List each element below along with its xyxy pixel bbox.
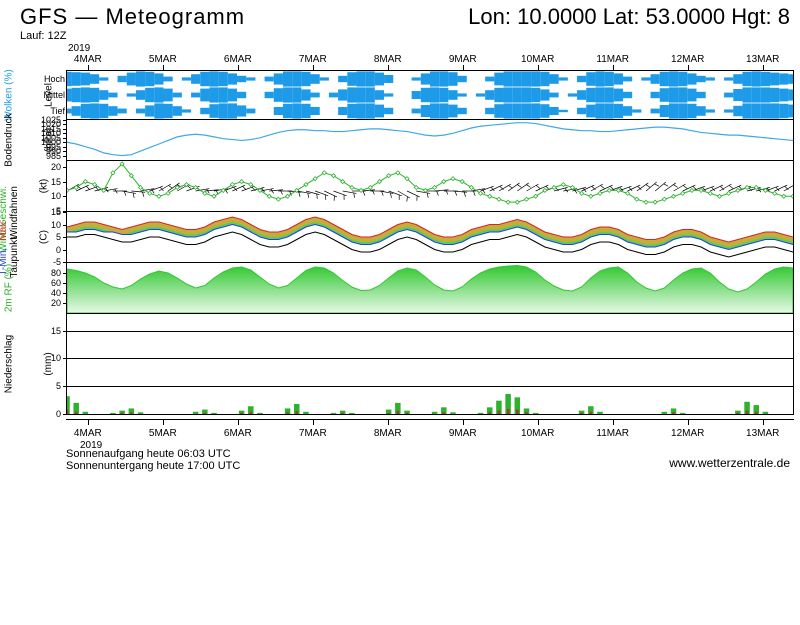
model: GFS (20, 4, 68, 29)
unit-wind: (kt) (39, 179, 50, 193)
panel-rh: 2m RF (%) 20406080 (66, 263, 794, 314)
location: Lon: 10.0000 Lat: 53.0000 Hgt: 8 (468, 4, 790, 30)
panel-precip: Niederschlag (mm) 051015 (66, 314, 794, 415)
xaxis-top: 2019 4MAR5MAR6MAR7MAR8MAR9MAR10MAR11MAR1… (66, 44, 794, 71)
panels: 2019 4MAR5MAR6MAR7MAR8MAR9MAR10MAR11MAR1… (66, 44, 794, 415)
panel-clouds: Wolken (%) Level HochMittelTief (66, 71, 794, 120)
credit: www.wetterzentrale.de (669, 456, 790, 470)
panel-temp: T-Min, MaxTaupunkt (C) -5051015 (66, 212, 794, 263)
unit-temp: (C) (38, 230, 49, 244)
panel-pressure: Bodendruck (hPa) 98599099510001005101010… (66, 120, 794, 161)
footer: 4MAR5MAR6MAR7MAR8MAR9MAR10MAR11MAR12MAR1… (66, 415, 794, 472)
panel-wind: Wind Geschwi.Windfahnen (kt) 5101520 (66, 161, 794, 212)
year-label-bot: 2019 (80, 440, 102, 451)
product: Meteogramm (105, 4, 245, 29)
run-line: Lauf: 12Z (0, 30, 800, 44)
xaxis-bottom: 4MAR5MAR6MAR7MAR8MAR9MAR10MAR11MAR12MAR1… (66, 419, 794, 448)
title: GFS — Meteogramm (20, 4, 245, 30)
dash: — (75, 4, 98, 29)
header: GFS — Meteogramm Lon: 10.0000 Lat: 53.00… (0, 0, 800, 30)
